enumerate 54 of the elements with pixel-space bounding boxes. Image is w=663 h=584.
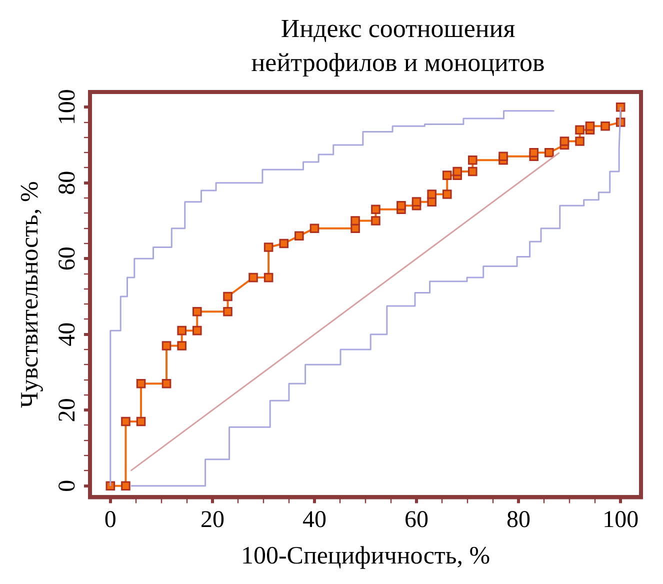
point xyxy=(177,326,186,336)
point xyxy=(585,121,595,131)
point xyxy=(468,156,478,165)
point xyxy=(544,148,554,158)
point xyxy=(371,204,380,214)
point xyxy=(136,378,146,388)
point xyxy=(121,481,130,490)
point xyxy=(468,166,478,176)
point xyxy=(248,272,258,282)
point xyxy=(575,136,584,146)
y-tick-label: 20 xyxy=(54,398,80,422)
point xyxy=(371,216,380,226)
x-axis-title: 100-Специфичность, % xyxy=(240,542,490,570)
point xyxy=(529,148,538,158)
point xyxy=(264,242,274,252)
y-axis-title: Чувствительность, % xyxy=(16,181,44,408)
point xyxy=(279,238,289,248)
point xyxy=(162,341,172,350)
x-tick-label: 40 xyxy=(302,506,326,533)
point xyxy=(264,272,274,282)
y-tick-label: 80 xyxy=(54,170,80,195)
point xyxy=(177,341,186,350)
x-tick-label: 60 xyxy=(404,506,429,533)
point xyxy=(162,378,172,388)
point xyxy=(223,307,232,316)
point xyxy=(427,190,436,199)
point xyxy=(442,170,452,180)
point xyxy=(350,216,360,226)
point xyxy=(616,102,626,112)
y-tick-label: 100 xyxy=(54,89,80,126)
x-tick-label: 100 xyxy=(602,506,639,533)
point xyxy=(223,292,232,302)
point xyxy=(136,416,146,426)
point xyxy=(560,136,570,146)
point xyxy=(192,307,202,316)
x-tick-label: 20 xyxy=(200,506,224,533)
chart-title: Индекс соотношения нейтрофилов и моноцитов xyxy=(250,13,546,79)
point xyxy=(442,190,452,199)
point xyxy=(452,166,462,176)
y-tick-label: 40 xyxy=(54,322,80,346)
point xyxy=(498,152,508,162)
y-tick-label: 0 xyxy=(54,480,80,492)
point xyxy=(396,200,406,210)
point xyxy=(121,416,130,426)
point xyxy=(106,481,116,490)
point xyxy=(310,224,320,233)
x-tick-label: 0 xyxy=(104,506,116,533)
x-tick-label: 80 xyxy=(506,506,531,533)
point xyxy=(294,231,304,241)
y-tick-label: 60 xyxy=(54,246,80,271)
point xyxy=(192,326,202,336)
point xyxy=(600,121,610,131)
point xyxy=(575,125,584,135)
point xyxy=(412,197,422,206)
